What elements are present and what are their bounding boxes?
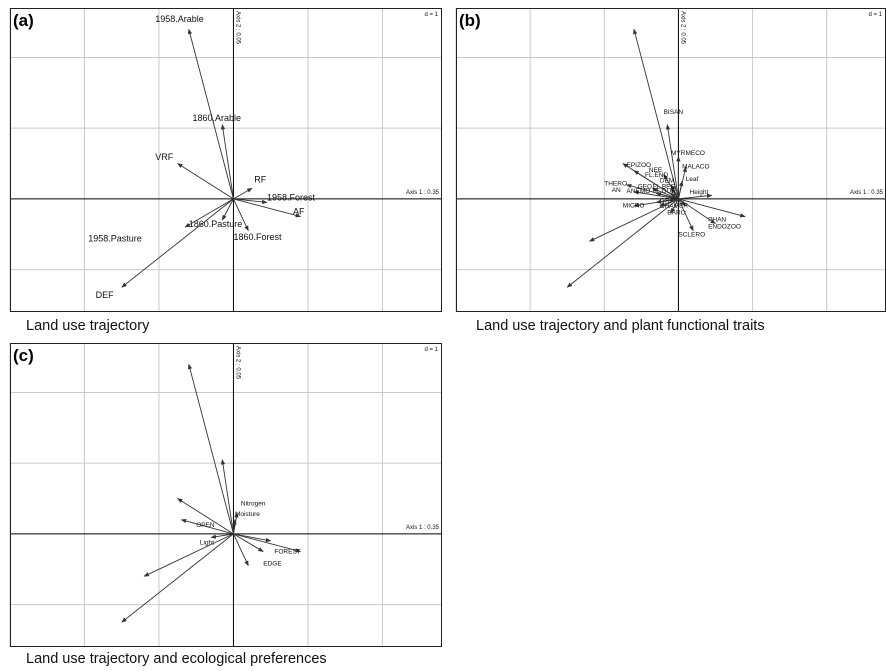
panel-b-chart: (b) d = 1 Axis 1 : 0.35 Axis 2 : 0.05 BISAN E…	[455, 8, 886, 312]
vector-label: EDGE	[263, 561, 282, 568]
vector-arrow	[143, 533, 234, 577]
vector-label: ENDOZOO	[708, 224, 741, 231]
vector-arrow	[184, 198, 234, 228]
vector-arrow	[220, 124, 234, 199]
plot-frame	[10, 8, 442, 312]
vector-arrow	[177, 498, 234, 535]
plot-frame	[10, 343, 442, 647]
vector-label: FL.END	[645, 172, 668, 179]
vector-arrow	[121, 533, 234, 623]
vector-label: OPEN	[196, 522, 215, 529]
panel-a-caption: Land use trajectory	[26, 318, 150, 334]
vector-arrow	[670, 192, 679, 200]
axis-1-label: Axis 1 : 0.35	[406, 525, 440, 531]
vector-label: ANEMO	[627, 188, 651, 195]
vector-label: FOREST	[274, 549, 300, 556]
vector-label: MICRO	[623, 202, 645, 209]
vector-label: PHAN	[708, 217, 726, 224]
vector-arrow	[633, 28, 679, 199]
vector-label: EPIZOO	[627, 162, 652, 169]
axis-2-label: Axis 2 : 0.05	[679, 11, 685, 45]
panel-c-chart: (c) d = 1 Axis 1 : 0.35 Axis 2 : 0.05 Nitrog…	[9, 343, 442, 647]
vector-label: FL.BEG	[652, 183, 675, 190]
plot-frame	[456, 8, 886, 312]
vector-arrow	[678, 193, 713, 200]
vector-label: Light	[200, 539, 214, 546]
vector-label: 1860.Arable	[192, 113, 241, 123]
axis-2-label: Axis 2 : 0.05	[234, 11, 240, 45]
vector-label: FL.DUR	[652, 188, 676, 195]
vector-arrow	[677, 180, 684, 199]
vector-arrow	[221, 198, 234, 221]
panel-label: (a)	[13, 11, 34, 30]
axis-1-label: Axis 1 : 0.35	[406, 190, 440, 196]
scale-d-label: d = 1	[424, 347, 438, 353]
scale-d-label: d = 1	[424, 12, 438, 18]
panel-label: (c)	[13, 346, 34, 365]
vector-label: MYRMECO	[671, 150, 705, 157]
vector-label: 1860.Pasture	[189, 219, 243, 229]
vector-arrow	[678, 198, 694, 232]
vector-label: 1958.Pasture	[88, 233, 142, 243]
vector-label: GEO	[638, 183, 652, 190]
vector-label: 1958.Arable	[155, 14, 204, 24]
vector-label: Moisture	[235, 511, 260, 518]
vector-arrow	[220, 459, 234, 534]
vector-arrow	[233, 533, 249, 567]
vector-arrow	[678, 198, 716, 225]
vector-label: THERO	[604, 180, 627, 187]
vector-label: BARO	[667, 209, 685, 216]
vector-arrow	[633, 198, 679, 208]
vector-arrow	[233, 533, 264, 552]
vector-label: RF	[254, 175, 266, 185]
panel-c-caption: Land use trajectory and ecological prefe…	[26, 651, 327, 667]
panel-b-caption: Land use trajectory and plant functional…	[476, 318, 765, 334]
vector-arrow	[233, 198, 249, 232]
axis-1-label: Axis 1 : 0.35	[850, 190, 884, 196]
vector-arrow	[665, 124, 679, 199]
vector-label: AN	[612, 187, 621, 194]
vector-label: Leaf	[686, 176, 699, 183]
vector-arrow	[233, 533, 302, 553]
vector-arrow	[670, 198, 679, 214]
vector-label: DEF	[96, 290, 115, 300]
vector-label: DEM	[660, 178, 674, 185]
vector-arrow	[678, 198, 746, 218]
panel-label: (b)	[459, 11, 481, 30]
vector-arrow	[232, 519, 237, 534]
vector-label: Height	[690, 189, 709, 196]
vector-label: BISAN	[664, 109, 684, 116]
vector-arrow	[177, 163, 234, 200]
vector-arrow	[210, 533, 234, 539]
vector-arrow	[233, 198, 268, 205]
vector-arrow	[588, 198, 679, 242]
vector-arrow	[233, 198, 302, 218]
vector-arrow	[566, 198, 679, 288]
vector-arrow	[180, 518, 234, 535]
vector-label: MALACO	[682, 163, 709, 170]
vector-label: GRAM	[660, 197, 680, 204]
vector-label: Nitrogen	[241, 501, 266, 508]
vector-label: VRF	[155, 152, 174, 162]
scale-d-label: d = 1	[868, 12, 882, 18]
vector-arrow	[187, 363, 234, 534]
vector-arrow	[233, 187, 253, 200]
vector-arrow	[187, 28, 234, 199]
vector-label: AF	[293, 206, 305, 216]
vector-arrow	[655, 192, 679, 200]
vector-label: 1860.Forest	[233, 232, 282, 242]
axis-2-label: Axis 2 : 0.05	[234, 346, 240, 380]
vector-arrow	[121, 198, 234, 288]
panel-a-chart: (a) d = 1 Axis 1 : 0.35 Axis 2 : 0.05 1958.A…	[9, 8, 442, 312]
vector-label: NEE	[649, 167, 663, 174]
vector-label: 1958.Forest	[267, 192, 316, 202]
vector-label: SCLERO	[678, 231, 705, 238]
